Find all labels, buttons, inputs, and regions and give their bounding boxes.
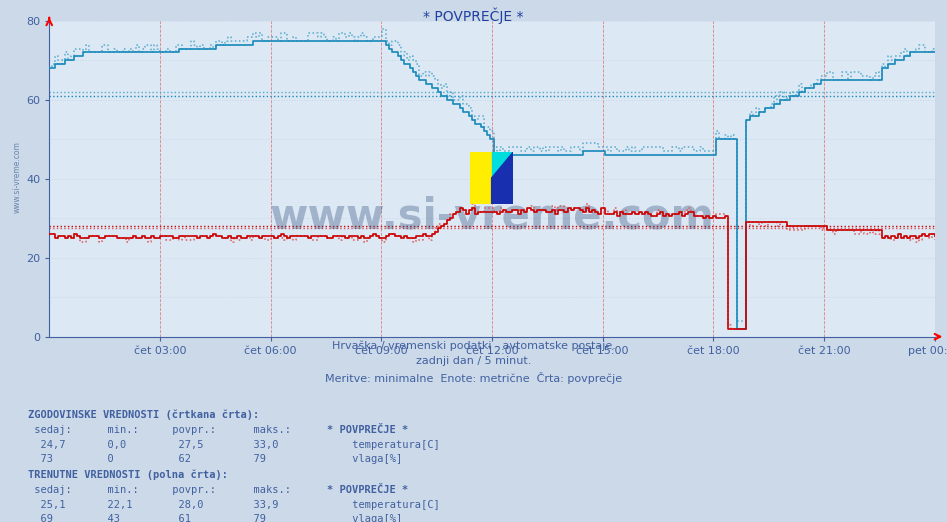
Text: 73: 73 <box>28 454 53 464</box>
Text: zadnji dan / 5 minut.: zadnji dan / 5 minut. <box>416 356 531 366</box>
Text: 33,0: 33,0 <box>241 440 279 449</box>
Text: 43: 43 <box>95 514 119 522</box>
Text: min.:: min.: <box>95 485 138 495</box>
Text: Hrvaška / vremenski podatki - avtomatske postaje.: Hrvaška / vremenski podatki - avtomatske… <box>331 340 616 351</box>
Polygon shape <box>491 152 513 178</box>
Text: povpr.:: povpr.: <box>166 485 216 495</box>
Text: 24,7: 24,7 <box>28 440 66 449</box>
Text: temperatura[C]: temperatura[C] <box>346 440 439 449</box>
Text: 0,0: 0,0 <box>95 440 126 449</box>
Text: * POVPREČJE *: * POVPREČJE * <box>327 485 408 495</box>
Text: 79: 79 <box>241 454 266 464</box>
Text: 22,1: 22,1 <box>95 500 133 509</box>
Text: Meritve: minimalne  Enote: metrične  Črta: povprečje: Meritve: minimalne Enote: metrične Črta:… <box>325 372 622 384</box>
Text: temperatura[C]: temperatura[C] <box>346 500 439 509</box>
Text: 79: 79 <box>241 514 266 522</box>
Polygon shape <box>491 152 513 204</box>
Text: TRENUTNE VREDNOSTI (polna črta):: TRENUTNE VREDNOSTI (polna črta): <box>28 470 228 480</box>
Text: * POVPREČJE *: * POVPREČJE * <box>327 425 408 435</box>
Text: vlaga[%]: vlaga[%] <box>346 454 402 464</box>
Text: maks.:: maks.: <box>241 485 292 495</box>
Text: 33,9: 33,9 <box>241 500 279 509</box>
Text: maks.:: maks.: <box>241 425 292 435</box>
Text: www.si-vreme.com: www.si-vreme.com <box>270 196 714 238</box>
Text: * POVPREČJE *: * POVPREČJE * <box>423 8 524 25</box>
Text: 69: 69 <box>28 514 53 522</box>
Text: sedaj:: sedaj: <box>28 425 72 435</box>
Text: vlaga[%]: vlaga[%] <box>346 514 402 522</box>
Polygon shape <box>470 152 491 204</box>
Text: 61: 61 <box>166 514 190 522</box>
Text: 0: 0 <box>95 454 114 464</box>
Text: www.si-vreme.com: www.si-vreme.com <box>12 141 22 213</box>
Text: 28,0: 28,0 <box>166 500 204 509</box>
Text: 25,1: 25,1 <box>28 500 66 509</box>
Text: sedaj:: sedaj: <box>28 485 72 495</box>
Text: min.:: min.: <box>95 425 138 435</box>
Text: 27,5: 27,5 <box>166 440 204 449</box>
Text: povpr.:: povpr.: <box>166 425 216 435</box>
Text: ZGODOVINSKE VREDNOSTI (črtkana črta):: ZGODOVINSKE VREDNOSTI (črtkana črta): <box>28 410 259 420</box>
Text: 62: 62 <box>166 454 190 464</box>
